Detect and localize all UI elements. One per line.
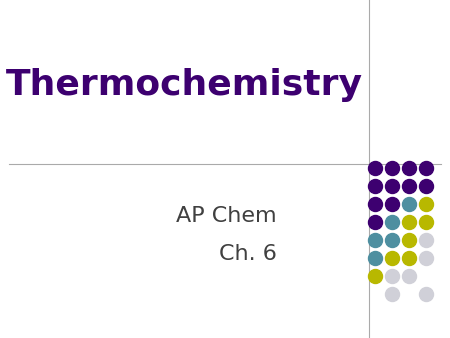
Text: Ch. 6: Ch. 6 [219,244,277,264]
Text: AP Chem: AP Chem [176,206,277,226]
Text: Thermochemistry: Thermochemistry [6,68,363,102]
